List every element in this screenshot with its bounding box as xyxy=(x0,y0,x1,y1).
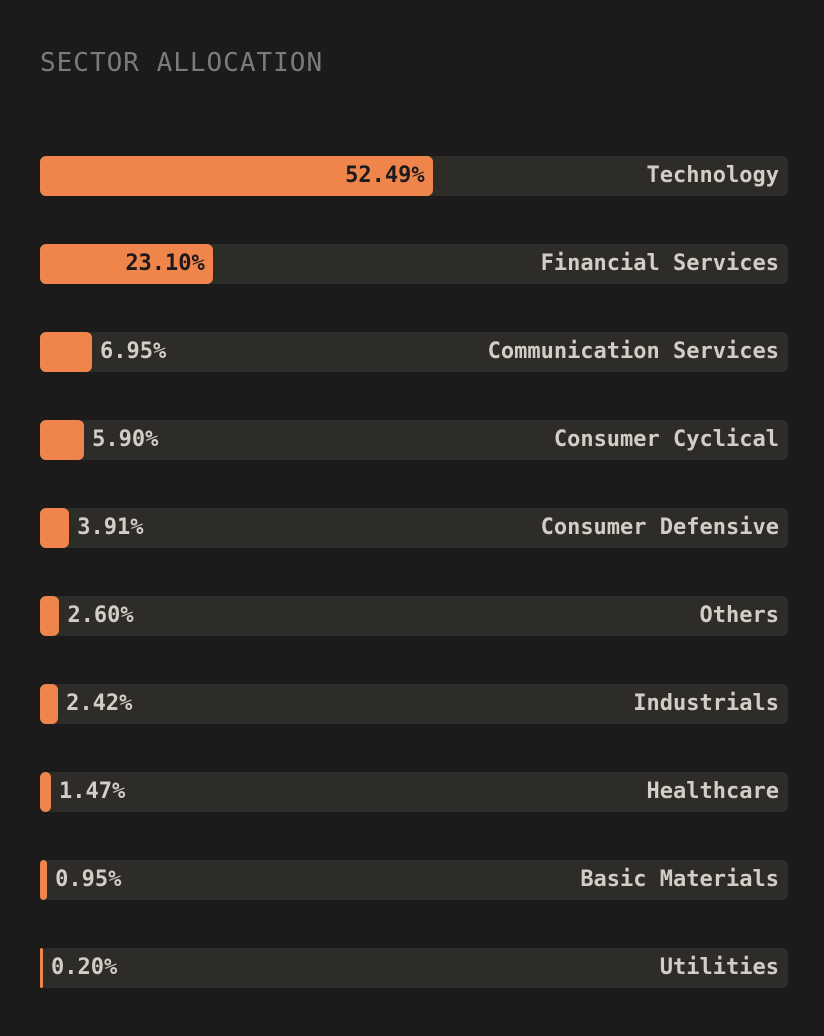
bar-row-industrials: 2.42% Industrials xyxy=(40,684,788,724)
category-label: Communication Services xyxy=(487,339,779,364)
chart-title: SECTOR ALLOCATION xyxy=(40,48,324,78)
bar-healthcare xyxy=(40,772,51,812)
bar-consumer-defensive xyxy=(40,508,70,548)
bar-track xyxy=(40,860,788,900)
sector-allocation-chart: 52.49% Technology 23.10% Financial Services… xyxy=(40,156,788,1036)
category-label: Others xyxy=(699,603,779,628)
bar-track xyxy=(40,332,788,372)
bar-row-others: 2.60% Others xyxy=(40,596,788,636)
value-label: 23.10% xyxy=(125,251,205,276)
bar-track xyxy=(40,420,788,460)
bar-row-basic-materials: 0.95% Basic Materials xyxy=(40,860,788,900)
category-label: Basic Materials xyxy=(580,867,779,892)
bar-communication-services xyxy=(40,332,92,372)
bar-track xyxy=(40,772,788,812)
category-label: Consumer Cyclical xyxy=(553,427,779,452)
bar-row-consumer-defensive: 3.91% Consumer Defensive xyxy=(40,508,788,548)
value-label: 6.95% xyxy=(99,339,167,364)
category-label: Industrials xyxy=(633,691,779,716)
value-label: 1.47% xyxy=(58,779,126,804)
value-label: 5.90% xyxy=(92,427,159,452)
bar-others xyxy=(40,596,60,636)
value-label: 2.42% xyxy=(66,691,133,716)
bar-track xyxy=(40,684,788,724)
value-label: 52.49% xyxy=(345,163,425,188)
bar-row-financial-services: 23.10% Financial Services xyxy=(40,244,788,284)
category-label: Consumer Defensive xyxy=(540,515,779,540)
category-label: Financial Services xyxy=(540,251,779,276)
bar-row-consumer-cyclical: 5.90% Consumer Cyclical xyxy=(40,420,788,460)
category-label: Technology xyxy=(646,163,779,188)
bar-consumer-cyclical xyxy=(40,420,85,460)
bar-utilities xyxy=(40,948,43,988)
bar-row-healthcare: 1.47% Healthcare xyxy=(40,772,788,812)
category-label: Healthcare xyxy=(646,779,779,804)
value-label: 2.60% xyxy=(67,603,134,628)
bar-row-utilities: 0.20% Utilities xyxy=(40,948,788,988)
value-label: 0.20% xyxy=(51,955,118,980)
bar-row-technology: 52.49% Technology xyxy=(40,156,788,196)
bar-row-communication-services: 6.95% Communication Services xyxy=(40,332,788,372)
bar-track xyxy=(40,508,788,548)
bar-track xyxy=(40,596,788,636)
bar-basic-materials xyxy=(40,860,48,900)
value-label: 0.95% xyxy=(55,867,122,892)
bar-track xyxy=(40,948,788,988)
bar-technology xyxy=(40,156,433,196)
bar-financial-services xyxy=(40,244,213,284)
bar-industrials xyxy=(40,684,59,724)
category-label: Utilities xyxy=(659,955,779,980)
value-label: 3.91% xyxy=(77,515,144,540)
